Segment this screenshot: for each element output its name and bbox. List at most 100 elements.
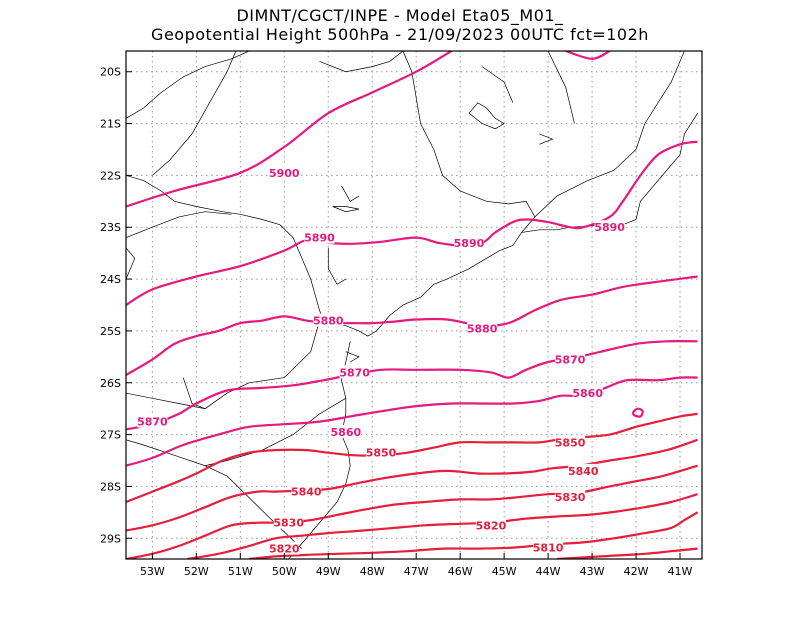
- lon-tick-label: 48W: [360, 565, 385, 578]
- lat-tick-label: 26S: [100, 377, 121, 390]
- contour-label: 5870: [137, 416, 168, 429]
- lat-tick-label: 23S: [100, 221, 121, 234]
- contour-label: 5900: [269, 167, 300, 180]
- lon-tick-label: 42W: [624, 565, 649, 578]
- contour-label-bg: [269, 541, 300, 555]
- contour-label-bg: [555, 435, 586, 449]
- contour-label: 5820: [476, 519, 507, 532]
- contour-label-bg: [291, 484, 322, 498]
- lon-tick-label: 41W: [668, 565, 693, 578]
- contour-label: 5830: [273, 517, 304, 530]
- lon-tick-label: 49W: [316, 565, 341, 578]
- contour-label-bg: [304, 230, 335, 244]
- contour-label-bg: [137, 414, 168, 428]
- lon-tick-label: 43W: [580, 565, 605, 578]
- state-border: [481, 66, 514, 103]
- lon-tick-label: 53W: [140, 565, 165, 578]
- state-border: [402, 51, 536, 233]
- gridlines: [126, 51, 702, 559]
- lat-tick-label: 28S: [100, 480, 121, 493]
- contour-label-bg: [273, 515, 304, 529]
- contour-label-bg: [555, 352, 586, 366]
- state-border: [126, 247, 136, 280]
- contour-label: 5840: [291, 486, 322, 499]
- state-border: [547, 51, 575, 124]
- geography-layer: [126, 51, 698, 559]
- state-border: [319, 51, 404, 73]
- contour-label: 5890: [454, 237, 485, 250]
- coastline-south: [288, 341, 351, 559]
- contour-5870: [126, 340, 698, 431]
- contour-label-bg: [467, 321, 498, 335]
- axis-ticks: 20S 21S 22S 23S 24S 25S 26S 27S 28S 29S 53W 52W 51W 5…: [100, 66, 693, 578]
- lat-tick-label: 22S: [100, 169, 121, 182]
- contour-label: 5850: [555, 436, 586, 449]
- state-border: [126, 211, 232, 238]
- lon-tick-label: 46W: [448, 565, 473, 578]
- contour-label-bg: [555, 489, 586, 503]
- state-border: [126, 397, 346, 467]
- contour-label-bg: [269, 165, 300, 179]
- lon-tick-label: 52W: [184, 565, 209, 578]
- lon-tick-label: 51W: [228, 565, 253, 578]
- state-border: [126, 51, 250, 119]
- lat-tick-label: 29S: [100, 532, 121, 545]
- lat-tick-label: 25S: [100, 325, 121, 338]
- contour-5820: [187, 493, 698, 559]
- lake-outline: [539, 133, 554, 145]
- contour-label-bg: [594, 220, 625, 234]
- contour-5810: [249, 511, 699, 559]
- contour-5860: [126, 376, 698, 467]
- contour-label: 5860: [572, 387, 603, 400]
- state-border: [341, 185, 360, 202]
- state-border: [327, 248, 346, 285]
- contour-label: 5870: [555, 353, 586, 366]
- state-border: [534, 51, 685, 218]
- state-border: [126, 320, 320, 410]
- lon-tick-label: 50W: [272, 565, 297, 578]
- state-border: [152, 51, 237, 176]
- contour-label: 5830: [555, 491, 586, 504]
- lon-tick-label: 44W: [536, 565, 561, 578]
- state-border: [182, 377, 206, 410]
- contour-layer: [126, 51, 699, 559]
- contour-label: 5810: [533, 542, 564, 555]
- contour-label-bg: [568, 463, 599, 477]
- lat-tick-label: 21S: [100, 118, 121, 131]
- contour-5830: [126, 464, 698, 559]
- state-border: [204, 465, 303, 549]
- contour-label-bg: [330, 425, 361, 438]
- contour-label-bg: [475, 518, 506, 532]
- lat-tick-label: 20S: [100, 66, 121, 79]
- contour-label: 5820: [269, 543, 300, 556]
- lon-tick-label: 47W: [404, 565, 429, 578]
- contour-label-bg: [366, 445, 397, 459]
- contour-5860: [632, 407, 644, 418]
- contour-label: 5880: [313, 315, 344, 328]
- contour-label: 5880: [467, 322, 498, 335]
- chart-title-line1: DIMNT/CGCT/INPE - Model Eta05_M01_: [236, 6, 564, 25]
- contour-label: 5860: [331, 426, 362, 439]
- lat-tick-label: 24S: [100, 273, 121, 286]
- contour-label: 5890: [304, 232, 335, 245]
- lat-tick-label: 27S: [100, 429, 121, 442]
- contour-label-bg: [572, 386, 603, 400]
- contour-label-bg: [313, 313, 344, 327]
- contour-5840: [126, 438, 698, 532]
- contour-label-bg: [339, 365, 370, 379]
- lake-outline: [332, 206, 360, 213]
- lake-outline: [468, 102, 505, 130]
- contour-label: 5840: [568, 465, 599, 478]
- lon-tick-label: 45W: [492, 565, 517, 578]
- contour-label-bg: [453, 235, 484, 249]
- lake-outline: [345, 351, 360, 363]
- contour-5900: [126, 51, 452, 208]
- contour-label: 5850: [366, 447, 397, 460]
- contour-label: 5870: [339, 366, 370, 379]
- plot-frame: [125, 50, 703, 560]
- contour-label: 5890: [594, 221, 625, 234]
- contour-5900: [565, 51, 611, 60]
- contour-labels: 5900 5890 5890 5890 5880 5880 5870 5870 5870 5860…: [137, 165, 625, 556]
- chart-title-line2: Geopotential Height 500hPa - 21/09/2023 …: [151, 25, 649, 44]
